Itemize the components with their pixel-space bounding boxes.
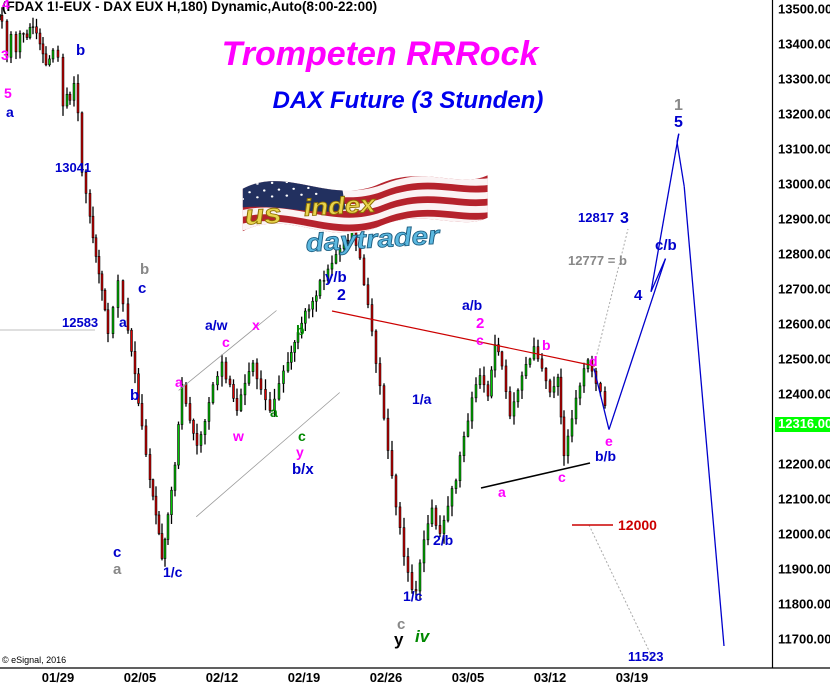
svg-text:13500.00: 13500.00 <box>778 1 830 16</box>
svg-text:12400.00: 12400.00 <box>778 386 830 401</box>
svg-text:2: 2 <box>476 315 484 332</box>
svg-text:index: index <box>303 191 378 221</box>
svg-text:12500.00: 12500.00 <box>778 351 830 366</box>
svg-text:© eSignal, 2016: © eSignal, 2016 <box>2 655 66 665</box>
svg-text:b/b: b/b <box>595 448 616 464</box>
svg-text:02/26: 02/26 <box>370 670 403 685</box>
svg-text:c: c <box>222 334 230 350</box>
svg-text:a/b: a/b <box>462 297 482 313</box>
svg-text:2/b: 2/b <box>433 532 453 548</box>
svg-text:02/05: 02/05 <box>124 670 157 685</box>
svg-text:01/29: 01/29 <box>42 670 75 685</box>
svg-text:c: c <box>558 469 566 485</box>
svg-text:y/b: y/b <box>325 269 347 286</box>
svg-text:b: b <box>76 42 85 59</box>
svg-text:11523: 11523 <box>628 649 663 664</box>
svg-text:1/c: 1/c <box>163 564 183 580</box>
svg-text:11900.00: 11900.00 <box>778 561 830 576</box>
svg-text:12000: 12000 <box>618 517 657 533</box>
svg-text:12817: 12817 <box>578 210 614 225</box>
svg-text:c: c <box>476 332 484 348</box>
svg-text:13100.00: 13100.00 <box>778 141 830 156</box>
svg-text:13400.00: 13400.00 <box>778 36 830 51</box>
svg-text:c: c <box>138 280 146 297</box>
svg-text:y: y <box>394 630 404 649</box>
svg-text:03/05: 03/05 <box>452 670 485 685</box>
svg-text:12583: 12583 <box>62 315 98 330</box>
svg-text:02/12: 02/12 <box>206 670 239 685</box>
svg-text:13000.00: 13000.00 <box>778 176 830 191</box>
svg-text:11800.00: 11800.00 <box>778 596 830 611</box>
svg-text:a: a <box>6 104 14 120</box>
svg-text:c/b: c/b <box>655 237 677 254</box>
svg-text:5: 5 <box>674 114 683 131</box>
svg-text:a/w: a/w <box>205 317 228 333</box>
svg-text:12316.00: 12316.00 <box>778 416 830 431</box>
svg-text:12100.00: 12100.00 <box>778 491 830 506</box>
svg-text:b: b <box>296 322 305 338</box>
svg-text:12800.00: 12800.00 <box>778 246 830 261</box>
svg-text:13300.00: 13300.00 <box>778 71 830 86</box>
svg-text:12200.00: 12200.00 <box>778 456 830 471</box>
svg-text:1/c: 1/c <box>403 588 423 604</box>
svg-text:y: y <box>296 444 304 460</box>
svg-text:5: 5 <box>4 85 12 101</box>
svg-text:12700.00: 12700.00 <box>778 281 830 296</box>
svg-text:a: a <box>119 314 127 330</box>
svg-text:a: a <box>113 561 122 578</box>
svg-text:12600.00: 12600.00 <box>778 316 830 331</box>
svg-text:13041: 13041 <box>55 160 91 175</box>
svg-text:4: 4 <box>634 287 643 304</box>
svg-text:3: 3 <box>1 47 9 63</box>
svg-text:13200.00: 13200.00 <box>778 106 830 121</box>
svg-text:4: 4 <box>2 0 10 12</box>
svg-text:w: w <box>232 428 244 444</box>
svg-text:11700.00: 11700.00 <box>778 631 830 646</box>
svg-text:02/19: 02/19 <box>288 670 321 685</box>
svg-text:e: e <box>605 433 613 449</box>
svg-text:03/12: 03/12 <box>534 670 567 685</box>
svg-text:03/19: 03/19 <box>616 670 649 685</box>
svg-text:b/x: b/x <box>292 461 314 478</box>
svg-text:a: a <box>175 374 183 390</box>
svg-text:12000.00: 12000.00 <box>778 526 830 541</box>
svg-text:1/a: 1/a <box>412 391 432 407</box>
svg-text:c: c <box>113 544 121 561</box>
svg-text:iv: iv <box>415 627 431 646</box>
svg-text:b: b <box>130 387 139 404</box>
svg-text:Trompeten RRRock: Trompeten RRRock <box>222 35 541 73</box>
svg-text:b: b <box>140 261 149 278</box>
svg-text:12777 = b: 12777 = b <box>568 253 627 268</box>
svg-text:c: c <box>298 428 306 444</box>
svg-text:1: 1 <box>674 97 683 114</box>
svg-text:3: 3 <box>620 210 629 227</box>
svg-text:x: x <box>252 317 260 333</box>
svg-text:a: a <box>270 404 278 420</box>
svg-text:(FDAX 1!-EUX - DAX EUX H,180): (FDAX 1!-EUX - DAX EUX H,180) Dynamic,Au… <box>2 0 377 14</box>
svg-text:DAX Future (3 Stunden): DAX Future (3 Stunden) <box>273 87 544 114</box>
svg-text:a: a <box>498 484 506 500</box>
svg-text:us: us <box>244 198 283 231</box>
svg-text:d: d <box>589 353 598 369</box>
svg-text:2: 2 <box>337 287 346 304</box>
svg-text:b: b <box>542 337 551 353</box>
svg-text:12900.00: 12900.00 <box>778 211 830 226</box>
